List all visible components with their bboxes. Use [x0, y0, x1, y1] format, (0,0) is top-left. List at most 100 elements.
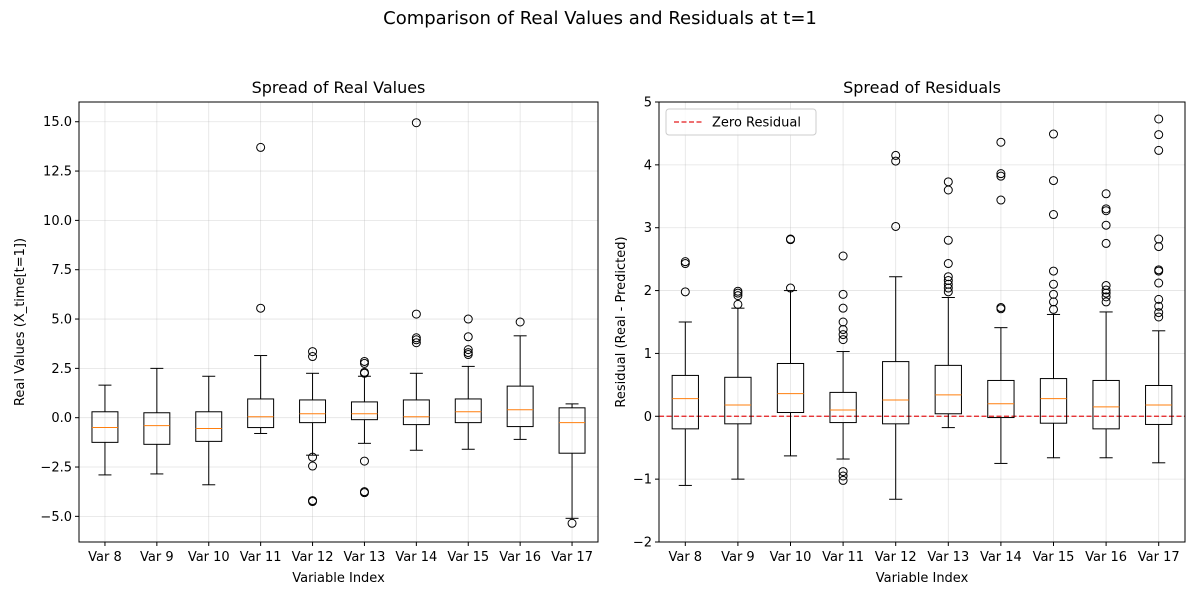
outlier-point — [411, 118, 421, 128]
outlier-point — [515, 317, 525, 327]
outlier-point — [1101, 189, 1111, 199]
outlier-point — [308, 352, 318, 362]
real-values-boxplot: −5.0 −2.5 0.0 2.5 5.0 7.5 10.0 12.5 15.0 Var 8 Var… — [13, 78, 599, 586]
outlier-point — [1049, 289, 1058, 299]
outlier-point — [891, 156, 901, 166]
outlier-point — [308, 497, 318, 507]
box-var-13 — [934, 177, 962, 429]
outlier-point — [1154, 114, 1164, 124]
outlier-point — [838, 251, 848, 261]
box-var-8 — [671, 257, 699, 486]
box-var-13 — [350, 356, 378, 498]
y-axis-label: Real Values (X_time[t=1]) — [13, 238, 28, 406]
box-var-12 — [299, 347, 327, 507]
outlier-point — [359, 456, 369, 466]
x-axis-label: Variable Index — [292, 571, 385, 586]
outlier-point — [1154, 312, 1164, 322]
box-var-9 — [724, 286, 752, 480]
axes-frame — [658, 101, 1186, 543]
outlier-point — [463, 345, 473, 355]
iqr-box — [350, 401, 378, 421]
outlier-point — [1049, 266, 1058, 276]
outlier-point — [996, 171, 1006, 181]
outlier-point — [838, 335, 848, 345]
x-axis-label: Variable Index — [876, 571, 969, 586]
x-tick-label: Var 12 — [292, 550, 334, 565]
iqr-box — [987, 379, 1015, 419]
x-tick-label: Var 8 — [88, 550, 122, 565]
box-var-17 — [558, 403, 586, 528]
iqr-box — [934, 364, 962, 415]
outlier-point — [1154, 278, 1164, 288]
y-tick-label: 1 — [644, 347, 652, 362]
outlier-point — [308, 461, 318, 471]
outlier-point — [1101, 238, 1111, 248]
outlier-point — [463, 348, 473, 358]
outlier-point — [838, 475, 848, 485]
box-var-11 — [247, 142, 275, 434]
outlier-point — [838, 330, 848, 340]
outlier-point — [1101, 285, 1111, 295]
y-tick-label: 3 — [644, 221, 652, 236]
box-var-10 — [195, 375, 223, 486]
outlier-point — [411, 333, 421, 343]
y-tick-label: −5.0 — [40, 510, 72, 525]
y-tick-label: −2 — [633, 536, 652, 551]
x-tick-label: Var 16 — [499, 550, 541, 565]
box-var-9 — [143, 367, 171, 475]
outlier-point — [567, 518, 577, 528]
x-tick-label: Var 11 — [822, 550, 864, 565]
x-tick-label: Var 14 — [395, 550, 437, 565]
outlier-point — [943, 276, 953, 286]
box-var-15 — [1039, 129, 1068, 459]
iqr-box — [724, 376, 752, 425]
outlier-point — [786, 234, 795, 244]
x-tick-label: Var 15 — [1033, 550, 1075, 565]
outlier-point — [308, 347, 318, 357]
x-tick-label: Var 15 — [447, 550, 489, 565]
outlier-point — [359, 356, 369, 366]
outlier-point — [786, 283, 795, 293]
y-tick-label: 2 — [644, 284, 652, 299]
outlier-point — [463, 332, 473, 342]
outlier-point — [1154, 294, 1164, 304]
outlier-point — [733, 291, 743, 301]
x-tick-label: Var 11 — [240, 550, 282, 565]
x-tick-label: Var 13 — [344, 550, 386, 565]
outlier-point — [943, 272, 953, 282]
y-tick-label: 0.0 — [51, 411, 72, 426]
iqr-box — [1092, 379, 1120, 430]
iqr-box — [558, 407, 586, 454]
x-tick-label: Var 9 — [721, 550, 755, 565]
iqr-box — [671, 374, 699, 430]
outlier-point — [1154, 130, 1164, 140]
residuals-boxplot: −2 −1 0 1 2 3 4 5 Var 8 Var 9 Var 10 Var 11 Var 12 Va… — [614, 78, 1186, 586]
outlier-point — [838, 303, 848, 313]
iqr-box — [882, 361, 910, 425]
box-var-10 — [776, 234, 805, 457]
y-tick-label: 0 — [644, 410, 652, 425]
outlier-point — [256, 303, 266, 313]
outlier-point — [463, 314, 473, 324]
box-var-17 — [1145, 114, 1173, 464]
iqr-box — [454, 398, 482, 424]
outlier-point — [680, 287, 690, 297]
outlier-point — [1154, 265, 1164, 275]
y-tick-label: 5 — [644, 96, 652, 111]
x-tick-label: Var 8 — [668, 550, 702, 565]
outlier-point — [996, 137, 1006, 147]
outlier-point — [891, 221, 901, 231]
outlier-point — [1154, 234, 1164, 244]
outlier-point — [256, 142, 266, 152]
outlier-point — [996, 303, 1006, 313]
outlier-point — [1101, 292, 1111, 302]
y-tick-label: −2.5 — [40, 461, 72, 476]
chart-title: Spread of Real Values — [252, 78, 426, 97]
box-var-16 — [506, 317, 534, 440]
iqr-box — [829, 391, 857, 424]
axes-frame — [78, 101, 599, 543]
outlier-point — [943, 235, 953, 245]
outlier-point — [733, 286, 743, 296]
outlier-point — [733, 299, 743, 309]
